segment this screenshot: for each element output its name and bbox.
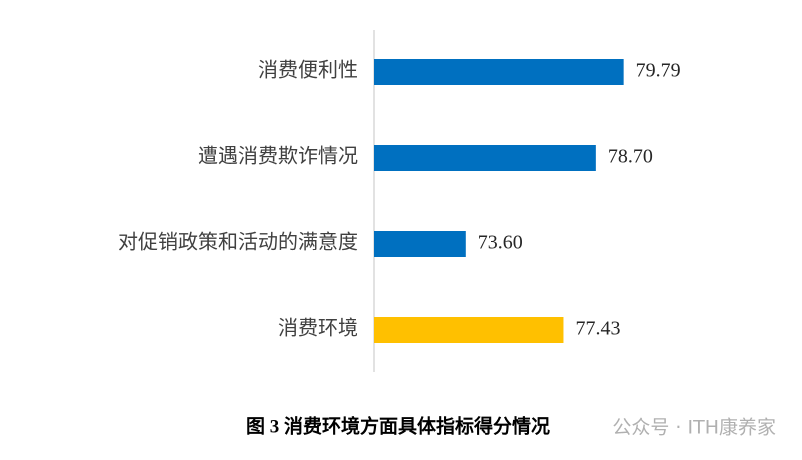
watermark: 公众号 · ITH康养家 — [612, 417, 776, 439]
value-label: 78.70 — [608, 146, 653, 168]
category-label: 遭遇消费欺诈情况 — [198, 145, 358, 168]
bar — [374, 59, 624, 85]
bar — [374, 317, 564, 343]
bar — [374, 231, 466, 257]
value-label: 73.60 — [478, 232, 523, 254]
value-label: 77.43 — [575, 318, 620, 340]
category-label: 消费便利性 — [258, 59, 358, 82]
category-label: 对促销政策和活动的满意度 — [118, 231, 358, 254]
value-label: 79.79 — [636, 60, 681, 82]
category-label: 消费环境 — [278, 317, 358, 340]
chart-title: 图 3 消费环境方面具体指标得分情况 — [246, 414, 550, 437]
bar — [374, 145, 596, 171]
